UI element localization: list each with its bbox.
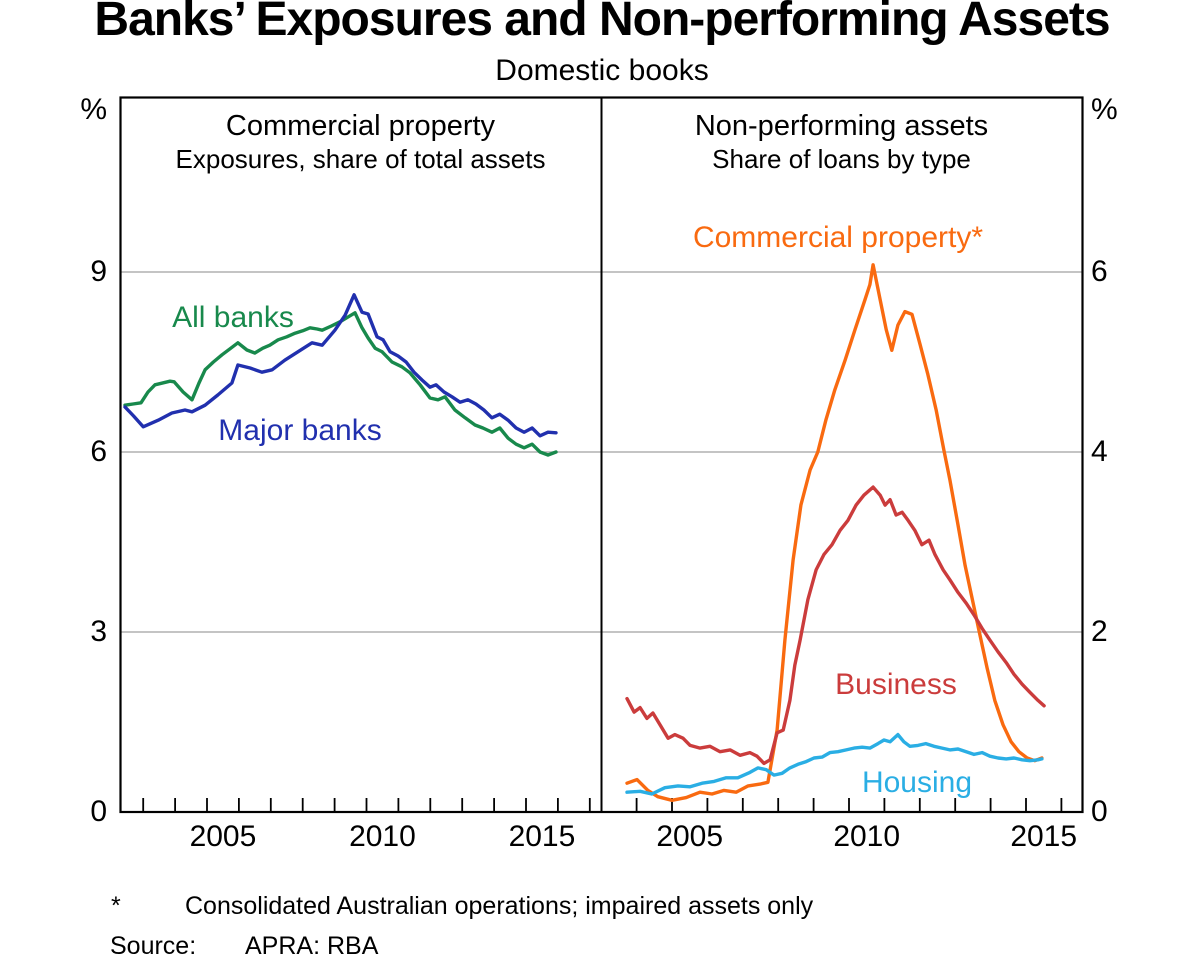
- x-axis-label-2015: 2015: [1010, 820, 1078, 853]
- footnote-marker: *: [111, 892, 121, 920]
- x-axis-label-2010: 2010: [349, 820, 416, 853]
- right-axis-label-2: 2: [1091, 615, 1108, 648]
- left-axis-unit: %: [80, 93, 107, 126]
- series-line-housing: [625, 732, 1044, 796]
- right-axis-unit: %: [1091, 93, 1118, 126]
- series-line-commercial-property: [625, 263, 1044, 802]
- right-axis-label-6: 6: [1091, 255, 1108, 288]
- right-axis-label-4: 4: [1091, 435, 1108, 468]
- left-axis-label-6: 6: [90, 435, 107, 468]
- series-line-major-banks: [123, 293, 558, 438]
- left-axis-label-3: 3: [90, 615, 107, 648]
- series-label-major-banks: Major banks: [218, 414, 382, 447]
- x-axis-label-2010: 2010: [833, 820, 901, 853]
- page-subtitle: Domestic books: [495, 54, 709, 87]
- source-text: APRA: RBA: [245, 932, 379, 960]
- x-axis-label-2015: 2015: [508, 820, 576, 853]
- footnote-text: Consolidated Australian operations; impa…: [185, 892, 814, 920]
- left-panel-subtitle: Exposures, share of total assets: [175, 144, 546, 174]
- series-label-all-banks: All banks: [172, 301, 294, 334]
- right-panel-subtitle: Share of loans by type: [712, 144, 971, 174]
- source-label: Source:: [110, 932, 197, 960]
- x-axis-label-2005: 2005: [189, 820, 257, 853]
- x-axis-label-2005: 2005: [656, 820, 724, 853]
- series-label-business: Business: [835, 668, 957, 701]
- series-label-commercial-property: Commercial property*: [692, 221, 984, 254]
- left-axis-label-0: 0: [90, 795, 107, 828]
- left-axis-label-9: 9: [90, 255, 107, 288]
- right-panel-title: Non-performing assets: [694, 110, 989, 142]
- page-title: Banks’ Exposures and Non-performing Asse…: [94, 0, 1110, 46]
- series-label-housing: Housing: [861, 766, 973, 799]
- series-line-all-banks: [123, 311, 558, 457]
- right-axis-label-0: 0: [1091, 795, 1108, 828]
- left-panel-title: Commercial property: [225, 110, 496, 142]
- series-line-business: [625, 485, 1046, 766]
